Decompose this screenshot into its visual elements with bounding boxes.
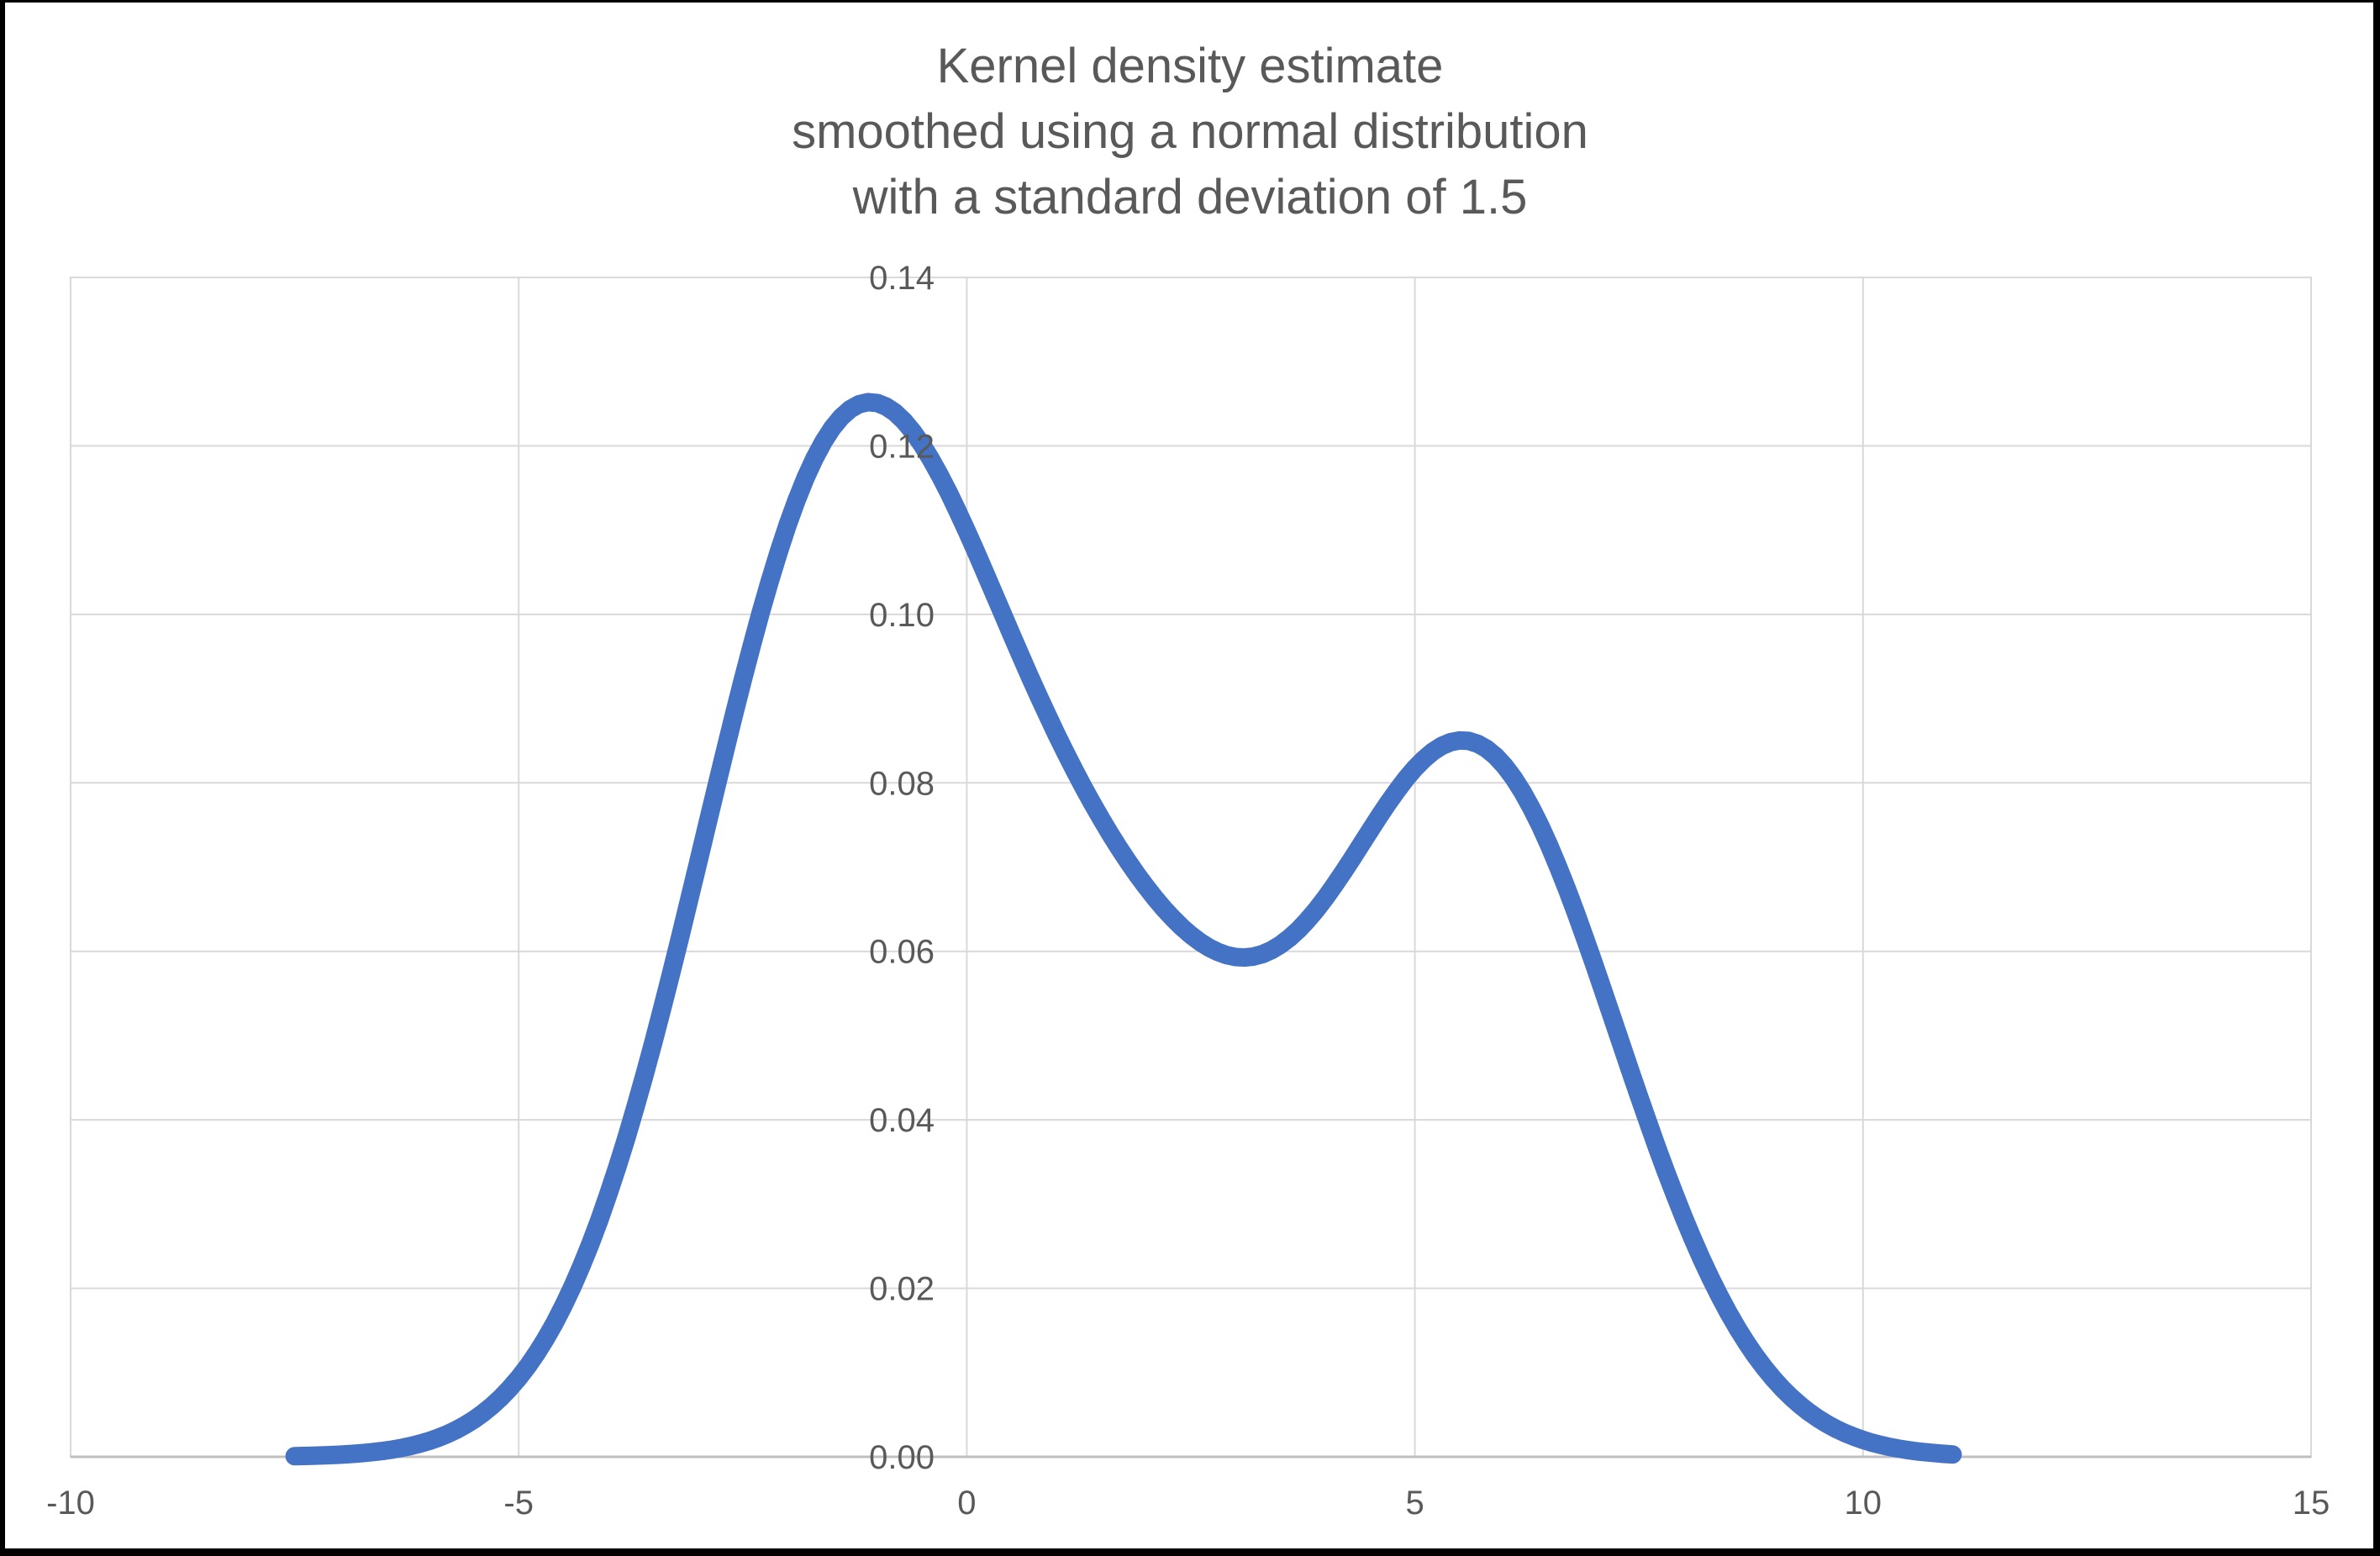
- x-tick-label: -10: [46, 1485, 95, 1522]
- y-tick-label: 0.10: [869, 597, 935, 634]
- x-tick-label: 10: [1845, 1485, 1882, 1522]
- x-tick-label: 15: [2293, 1485, 2330, 1522]
- chart-title: Kernel density estimate smoothed using a…: [792, 39, 1588, 224]
- y-tick-label: 0.04: [869, 1102, 935, 1139]
- y-tick-label: 0.08: [869, 765, 935, 802]
- x-tick-label: 0: [957, 1485, 976, 1522]
- y-tick-label: 0.06: [869, 934, 935, 971]
- x-tick-label: -5: [503, 1485, 534, 1522]
- y-tick-label: 0.02: [869, 1271, 935, 1308]
- kde-curve: [285, 393, 1962, 1466]
- y-tick-label: 0.14: [869, 260, 935, 297]
- plot-area-border: [70, 277, 2312, 1458]
- y-tick-label: 0.12: [869, 428, 935, 465]
- x-tick-label: 5: [1405, 1485, 1424, 1522]
- y-tick-label: 0.00: [869, 1439, 935, 1476]
